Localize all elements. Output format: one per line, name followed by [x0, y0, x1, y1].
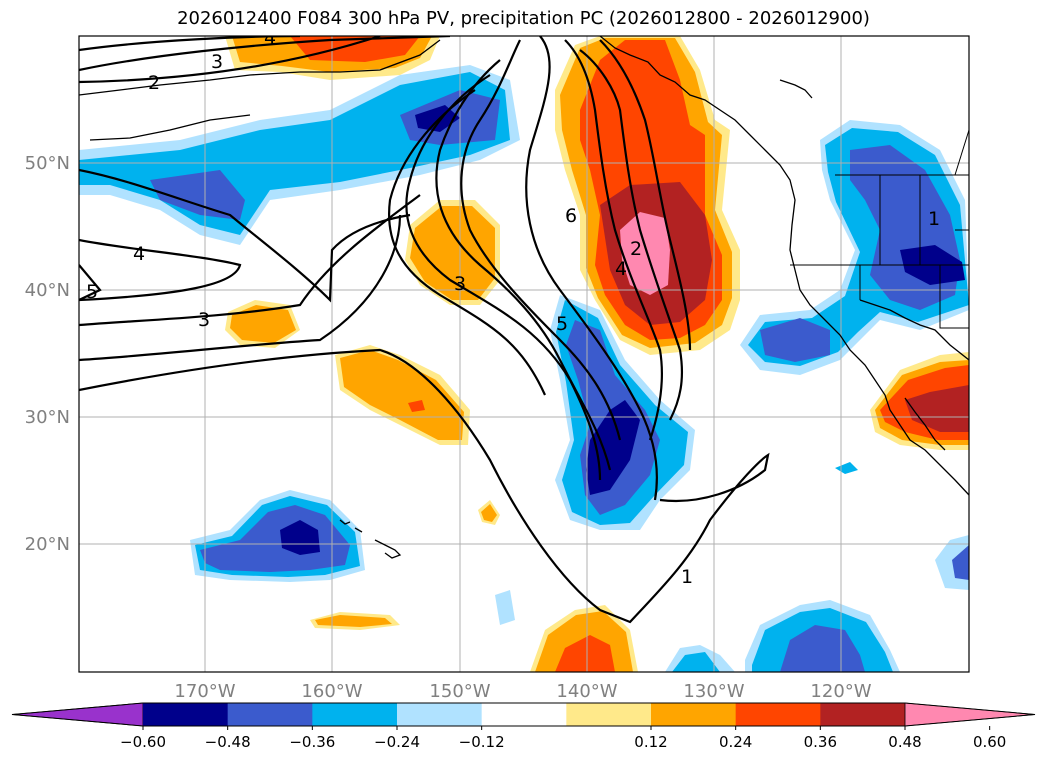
- colorbar-segment: [481, 703, 567, 726]
- colorbar-segment: [227, 703, 313, 726]
- contour-label-1b: 1: [928, 208, 940, 230]
- contour-label-6: 6: [565, 205, 577, 227]
- colorbar-extend-low: [11, 702, 144, 727]
- pv-contours: [79, 36, 770, 624]
- contour-label-2b: 2: [630, 238, 642, 260]
- map-title: 2026012400 F084 300 hPa PV, precipitatio…: [177, 8, 870, 29]
- colorbar-tick-label: 0.12: [634, 733, 667, 751]
- longitude-labels: 170°W 160°W 150°W 140°W 130°W 120°W: [174, 681, 871, 702]
- colorbar-tick-label: −0.60: [120, 733, 166, 751]
- colorbar-tick-label: 0.36: [804, 733, 837, 751]
- colorbar-tick-label: −0.48: [205, 733, 251, 751]
- map-frame: [78, 35, 970, 673]
- colorbar-tick-label: −0.36: [289, 733, 335, 751]
- contour-label-3a: 3: [211, 51, 223, 73]
- contour-label-4b: 4: [133, 243, 145, 265]
- colorbar-segment: [651, 703, 737, 726]
- colorbar-extend-high: [904, 702, 1036, 727]
- lon-label-160w: 160°W: [301, 681, 362, 702]
- lon-label-170w: 170°W: [174, 681, 235, 702]
- colorbar-tick-label: 0.48: [888, 733, 921, 751]
- lon-label-150w: 150°W: [429, 681, 490, 702]
- colorbar: −0.60 −0.48 −0.36 −0.24 −0.12 0.12 0.24 0.36 0.4…: [11, 702, 1036, 751]
- contour-label-5b: 5: [556, 313, 568, 335]
- contour-label-3c: 3: [454, 273, 466, 295]
- contour-label-2a: 2: [148, 72, 160, 94]
- contour-label-5a: 5: [86, 281, 98, 303]
- lat-label-40n: 40°N: [25, 280, 70, 301]
- lat-label-20n: 20°N: [25, 534, 70, 555]
- lon-label-140w: 140°W: [556, 681, 617, 702]
- lon-label-130w: 130°W: [683, 681, 744, 702]
- lat-label-30n: 30°N: [25, 407, 70, 428]
- contour-label-4a: 4: [264, 27, 276, 49]
- contour-label-1a: 1: [681, 566, 693, 588]
- lon-label-120w: 120°W: [810, 681, 871, 702]
- colorbar-tick-label: −0.24: [374, 733, 420, 751]
- political-borders: [790, 129, 969, 329]
- contour-label-3b: 3: [198, 309, 210, 331]
- colorbar-tick-label: 0.24: [719, 733, 752, 751]
- positive-anomaly-regions: [225, 36, 969, 672]
- colorbar-segment: [566, 703, 652, 726]
- map-plot-area: 4 3 2 4 5 3 3 2 6 2 4 5 1 1: [79, 27, 969, 672]
- colorbar-segment: [820, 703, 906, 726]
- colorbar-segment: [397, 703, 483, 726]
- colorbar-segment: [312, 703, 398, 726]
- contour-labels: 4 3 2 4 5 3 3 2 6 2 4 5 1 1: [86, 27, 940, 588]
- colorbar-segment: [735, 703, 821, 726]
- colorbar-tick-label: −0.12: [459, 733, 505, 751]
- colorbar-segment: [143, 703, 229, 726]
- coastlines: [79, 36, 969, 559]
- lat-label-50n: 50°N: [25, 153, 70, 174]
- colorbar-tick-label: 0.60: [973, 733, 1006, 751]
- contour-label-4c: 4: [615, 258, 627, 280]
- latitude-labels: 50°N 40°N 30°N 20°N: [25, 153, 70, 555]
